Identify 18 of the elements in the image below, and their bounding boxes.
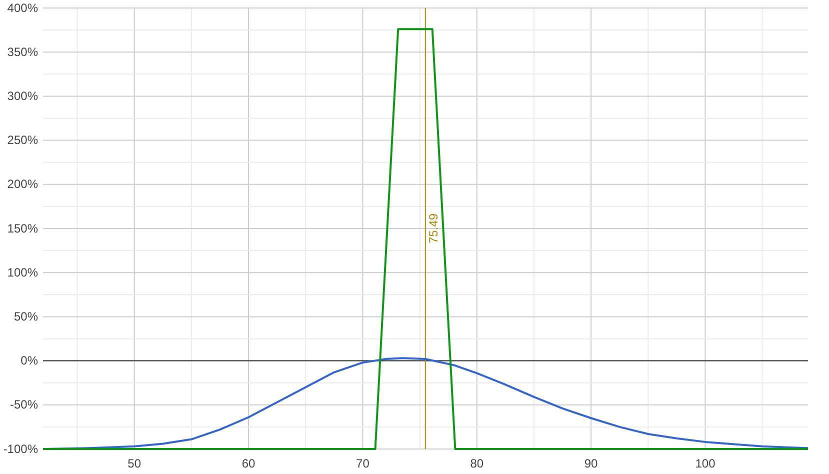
y-tick-label: 50% — [14, 310, 38, 324]
y-tick-label: 250% — [7, 133, 38, 148]
y-tick-label: 100% — [7, 265, 38, 280]
x-tick-label: 70 — [356, 456, 370, 471]
y-tick-label: 200% — [7, 177, 38, 192]
y-tick-label: -100% — [3, 442, 38, 456]
y-tick-label: 300% — [7, 89, 38, 104]
x-tick-label: 90 — [584, 456, 598, 471]
x-tick-label: 50 — [128, 456, 142, 471]
y-tick-label: 150% — [7, 221, 38, 236]
y-tick-label: 0% — [20, 354, 38, 368]
y-tick-label: -50% — [10, 398, 38, 412]
ref-line-label: 75.49 — [426, 213, 440, 244]
x-tick-label: 80 — [470, 456, 484, 471]
x-tick-label: 100 — [695, 456, 716, 471]
y-tick-label: 350% — [7, 44, 38, 59]
x-tick-label: 60 — [242, 456, 256, 471]
y-tick-label: 400% — [7, 0, 38, 15]
